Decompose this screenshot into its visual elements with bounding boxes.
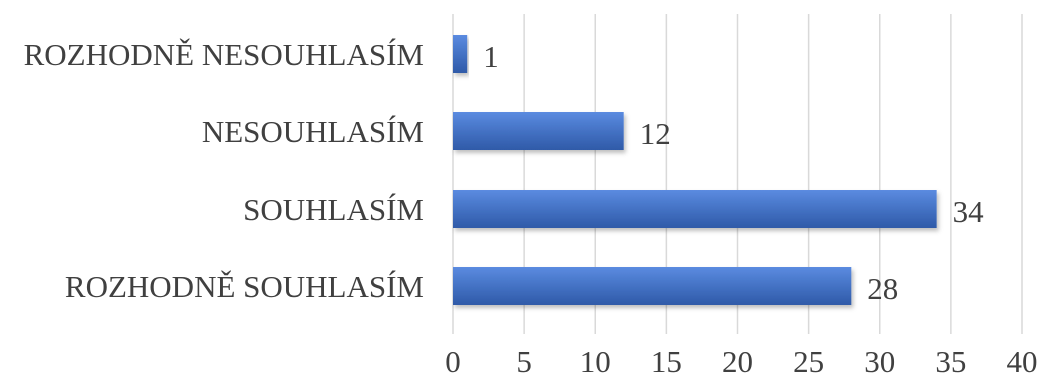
bar-1	[453, 112, 624, 150]
x-tick-label-20: 20	[722, 344, 753, 374]
x-tick-label-30: 30	[864, 344, 895, 374]
category-label-0: ROZHODNĚ NESOUHLASÍM	[24, 37, 424, 72]
x-tick-label-0: 0	[445, 344, 461, 374]
bars	[453, 35, 937, 305]
bar-0	[453, 35, 468, 73]
category-label-2: SOUHLASÍM	[243, 192, 424, 227]
x-tick-label-5: 5	[516, 344, 532, 374]
data-labels: 1 12 34 28	[483, 39, 984, 306]
data-label-3: 28	[867, 271, 898, 306]
x-tick-label-10: 10	[580, 344, 611, 374]
x-tick-label-25: 25	[793, 344, 824, 374]
data-label-1: 12	[640, 116, 671, 151]
x-tick-label-35: 35	[935, 344, 966, 374]
x-axis-tick-labels: 0 5 10 15 20 25 30 35 40	[445, 344, 1037, 374]
x-tick-label-15: 15	[651, 344, 682, 374]
category-label-3: ROZHODNĚ SOUHLASÍM	[65, 269, 424, 304]
gridlines	[452, 14, 1023, 334]
bar-3	[453, 267, 852, 305]
data-label-2: 34	[953, 194, 985, 229]
category-label-1: NESOUHLASÍM	[202, 114, 424, 149]
bar-2	[453, 190, 937, 228]
category-labels: ROZHODNĚ NESOUHLASÍM NESOUHLASÍM SOUHLASÍM…	[24, 37, 424, 304]
data-label-0: 1	[483, 39, 499, 74]
x-tick-label-40: 40	[1007, 344, 1038, 374]
